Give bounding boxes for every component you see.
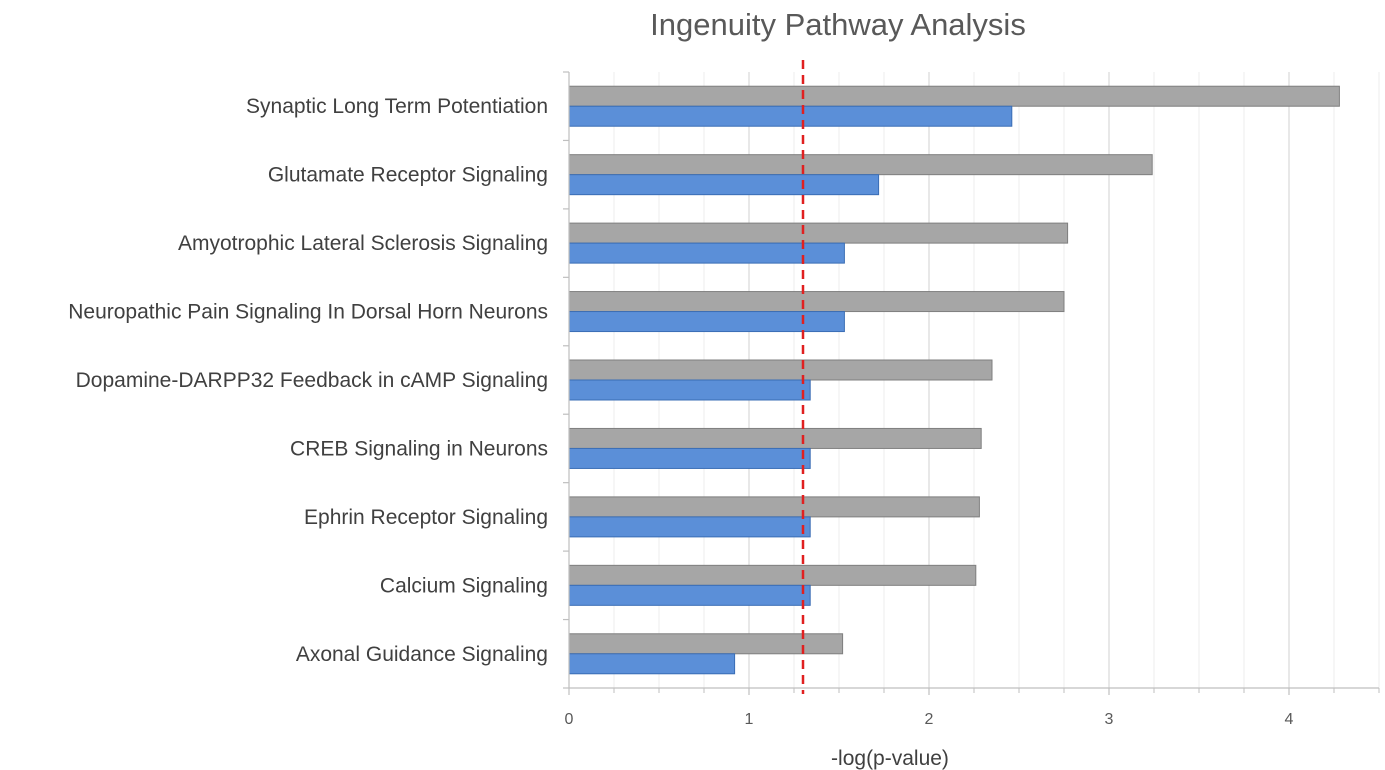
axes: 0 1 2 3 4: [563, 71, 1380, 728]
x-tick-label: 4: [1285, 711, 1294, 728]
bars: [568, 85, 1340, 675]
bar-gray: [568, 222, 1069, 244]
bar-blue: [568, 584, 811, 606]
bar-blue: [568, 105, 1013, 127]
bar-gray: [568, 633, 844, 655]
bar-blue: [568, 379, 811, 401]
x-tick-label: 1: [745, 711, 754, 728]
category-label: Amyotrophic Lateral Sclerosis Signaling: [178, 232, 548, 255]
category-label: CREB Signaling in Neurons: [290, 437, 548, 460]
bar-gray: [568, 427, 982, 449]
bar-gray: [568, 291, 1065, 313]
category-label: Calcium Signaling: [380, 574, 548, 597]
x-tick-label: 0: [565, 711, 574, 728]
bar-blue: [568, 447, 811, 469]
category-label: Axonal Guidance Signaling: [296, 643, 548, 666]
bar-gray: [568, 85, 1340, 107]
x-axis-title: -log(p-value): [831, 747, 949, 770]
category-label: Glutamate Receptor Signaling: [268, 164, 548, 187]
bar-gray: [568, 564, 977, 586]
category-label: Synaptic Long Term Potentiation: [246, 95, 548, 118]
bar-gray: [568, 359, 993, 381]
x-tick-label: 3: [1105, 711, 1114, 728]
category-label: Neuropathic Pain Signaling In Dorsal Hor…: [68, 301, 548, 324]
bar-blue: [568, 653, 736, 675]
category-label: Ephrin Receptor Signaling: [304, 506, 548, 529]
chart-title: Ingenuity Pathway Analysis: [650, 7, 1026, 42]
category-labels: Synaptic Long Term Potentiation Glutamate…: [68, 95, 548, 666]
x-tick-label: 2: [925, 711, 934, 728]
bar-gray: [568, 154, 1153, 176]
bar-gray: [568, 496, 980, 518]
bar-blue: [568, 516, 811, 538]
category-label: Dopamine-DARPP32 Feedback in cAMP Signal…: [76, 369, 548, 392]
bar-blue: [568, 174, 880, 196]
